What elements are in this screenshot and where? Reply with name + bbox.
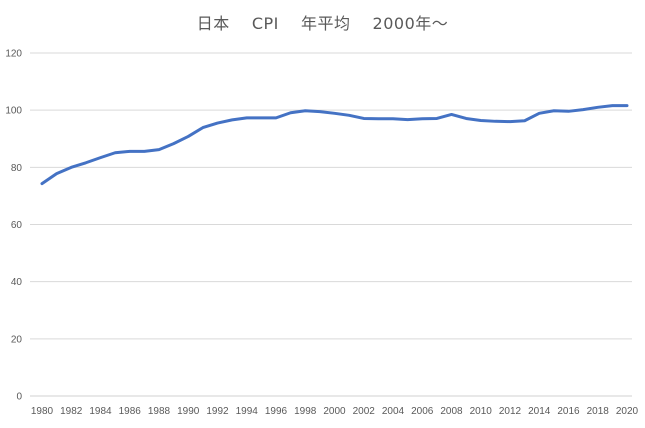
y-tick-label: 40 (11, 277, 23, 288)
series-group (40, 104, 629, 186)
x-tick-label: 2020 (616, 406, 639, 417)
x-tick-label: 1998 (294, 406, 317, 417)
x-tick-label: 2000 (323, 406, 346, 417)
y-tick-label: 60 (11, 220, 23, 231)
y-tick-label: 20 (11, 334, 23, 345)
x-tick-label: 1984 (89, 406, 112, 417)
x-tick-label: 1992 (206, 406, 229, 417)
y-tick-label: 120 (5, 49, 22, 60)
y-tick-label: 80 (11, 163, 23, 174)
x-tick-label: 2010 (470, 406, 493, 417)
x-tick-label: 1980 (31, 406, 54, 417)
x-tick-label: 2002 (353, 406, 376, 417)
x-tick-label: 1986 (119, 406, 142, 417)
y-tick-label: 100 (5, 106, 22, 117)
x-tick-label: 2012 (499, 406, 522, 417)
x-tick-label: 2018 (587, 406, 610, 417)
x-tick-label: 1990 (177, 406, 200, 417)
x-tick-label: 1982 (60, 406, 83, 417)
y-axis-ticks: 0 20 40 60 80 100 120 (5, 49, 22, 403)
x-axis-ticks: 1980 1982 1984 1986 1988 1990 1992 1994 1996 1998… (31, 406, 639, 417)
x-tick-label: 1988 (148, 406, 171, 417)
x-tick-label: 1994 (236, 406, 259, 417)
x-tick-label: 1996 (265, 406, 288, 417)
chart-title: 日本 CPI 年平均 2000年～ (196, 14, 449, 33)
x-tick-label: 2006 (411, 406, 434, 417)
series-line-0 (40, 104, 629, 186)
x-tick-label: 2004 (382, 406, 405, 417)
y-tick-label: 0 (16, 392, 22, 403)
gridlines (30, 52, 632, 397)
x-tick-label: 2008 (440, 406, 463, 417)
x-tick-label: 2016 (557, 406, 580, 417)
x-tick-label: 2014 (528, 406, 551, 417)
